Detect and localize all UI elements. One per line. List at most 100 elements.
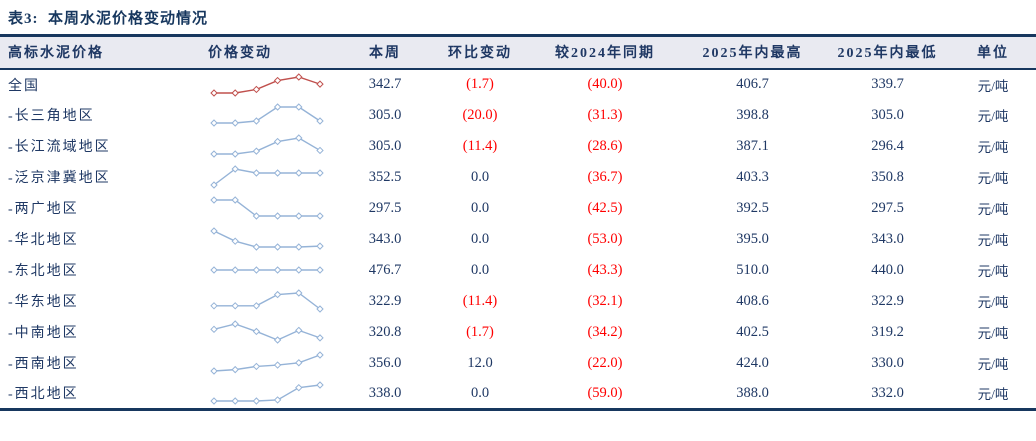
yoy-change-value: (36.7) [587, 168, 623, 185]
sparkline-cell [200, 348, 340, 379]
sparkline-marker-diamond [273, 212, 282, 220]
col-header-wow-change: 环比变动 [430, 35, 530, 70]
wow-change-value: (1.7) [466, 76, 494, 92]
yoy-change-value: (34.2) [587, 323, 623, 340]
sparkline-marker-diamond [316, 79, 324, 88]
sparkline-marker-diamond [316, 381, 324, 389]
year-low-value: 440.0 [871, 261, 904, 278]
year-high-value: 398.8 [736, 106, 769, 123]
year-low-value: 332.0 [871, 384, 904, 401]
yoy-change-value: (59.0) [587, 384, 623, 401]
yoy-change-value: (32.1) [587, 292, 623, 309]
sparkline-marker-diamond [273, 103, 282, 111]
sparkline-marker-diamond [273, 266, 282, 274]
sparkline-marker-diamond [273, 137, 282, 146]
sparkline-marker-diamond [252, 169, 261, 177]
sparkline-cell [200, 286, 340, 317]
this-week-value: 356.0 [368, 354, 402, 371]
sparkline-marker-diamond [316, 212, 324, 220]
col-header-unit: 单位 [950, 35, 1036, 70]
region-label: -西南地区 [8, 357, 79, 372]
sparkline-marker-diamond [316, 117, 324, 125]
sparkline-marker-diamond [316, 146, 324, 155]
price-sparkline [210, 196, 324, 220]
sparkline-marker-diamond [231, 365, 239, 374]
region-label: -华北地区 [8, 233, 79, 248]
sparkline-marker-diamond [252, 397, 261, 405]
sparkline-cell [200, 162, 340, 193]
sparkline-marker-diamond [210, 397, 218, 405]
year-high-value: 424.0 [736, 354, 769, 371]
col-header-price-change: 价格变动 [200, 35, 340, 70]
wow-change-value: 12.0 [467, 354, 493, 371]
price-sparkline [210, 72, 324, 97]
sparkline-marker-diamond [252, 117, 261, 125]
sparkline-marker-diamond [231, 320, 239, 328]
sparkline-marker-diamond [231, 119, 239, 127]
table-row: -泛京津冀地区 352.5 0.0 (36.7) 403.3 350.8 元/吨 [0, 162, 1036, 193]
sparkline-marker-diamond [295, 103, 303, 111]
unit-label: 元/吨 [977, 78, 1009, 94]
price-sparkline [210, 165, 324, 189]
table-row: -西北地区 338.0 0.0 (59.0) 388.0 332.0 元/吨 [0, 379, 1036, 410]
year-high-value: 392.5 [736, 199, 769, 216]
sparkline-marker-diamond [231, 266, 239, 274]
wow-change-value: (1.7) [466, 323, 494, 340]
region-label: -中南地区 [8, 326, 79, 341]
wow-change-value: 0.0 [470, 261, 490, 278]
this-week-value: 320.8 [368, 323, 402, 340]
year-high-value: 406.7 [736, 76, 769, 92]
table-row: 全国 342.7 (1.7) (40.0) 406.7 339.7 元/吨 [0, 69, 1036, 100]
region-label: -长三角地区 [8, 109, 95, 124]
sparkline-marker-diamond [295, 72, 303, 81]
unit-label: 元/吨 [977, 295, 1009, 310]
wow-change-value: 0.0 [470, 199, 490, 216]
unit-label: 元/吨 [977, 387, 1009, 403]
yoy-change-value: (42.5) [587, 199, 623, 216]
sparkline-marker-diamond [252, 362, 261, 371]
sparkline-marker-diamond [231, 397, 239, 405]
this-week-value: 305.0 [368, 106, 402, 123]
sparkline-marker-diamond [210, 150, 218, 158]
unit-label: 元/吨 [977, 202, 1009, 217]
sparkline-marker-diamond [210, 367, 218, 375]
table-row: -中南地区 320.8 (1.7) (34.2) 402.5 319.2 元/吨 [0, 317, 1036, 348]
this-week-value: 338.0 [368, 384, 402, 401]
sparkline-marker-diamond [295, 289, 303, 297]
year-low-value: 339.7 [871, 76, 904, 92]
year-high-value: 408.6 [736, 292, 769, 309]
year-high-value: 510.0 [736, 261, 769, 278]
unit-label: 元/吨 [977, 233, 1009, 248]
yoy-change-value: (22.0) [587, 354, 623, 371]
col-header-2025-high: 2025年内最高 [680, 35, 825, 70]
sparkline-marker-diamond [316, 169, 324, 177]
wow-change-value: (11.4) [462, 292, 498, 309]
sparkline-marker-diamond [210, 196, 218, 204]
sparkline-marker-diamond [316, 242, 324, 250]
sparkline-marker-diamond [210, 266, 218, 274]
year-low-value: 305.0 [871, 106, 904, 123]
sparkline-marker-diamond [273, 290, 282, 299]
sparkline-cell [200, 317, 340, 348]
unit-label: 元/吨 [977, 140, 1009, 155]
sparkline-marker-diamond [316, 351, 324, 359]
this-week-value: 305.0 [368, 137, 402, 154]
yoy-change-value: (28.6) [587, 137, 623, 154]
sparkline-marker-diamond [210, 325, 218, 334]
sparkline-marker-diamond [273, 396, 282, 404]
sparkline-cell [200, 193, 340, 224]
sparkline-marker-diamond [252, 266, 261, 274]
unit-label: 元/吨 [977, 357, 1009, 372]
yoy-change-value: (31.3) [587, 106, 623, 123]
sparkline-marker-diamond [231, 88, 239, 97]
table-row: -华北地区 343.0 0.0 (53.0) 395.0 343.0 元/吨 [0, 224, 1036, 255]
cement-price-table: 高标水泥价格 价格变动 本周 环比变动 较2024年同期 2025年内最高 20… [0, 34, 1036, 411]
table-row: -长三角地区 305.0 (20.0) (31.3) 398.8 305.0 元/吨 [0, 100, 1036, 131]
year-low-value: 322.9 [871, 292, 904, 309]
sparkline-cell [200, 69, 340, 100]
table-row: -两广地区 297.5 0.0 (42.5) 392.5 297.5 元/吨 [0, 193, 1036, 224]
table-row: -西南地区 356.0 12.0 (22.0) 424.0 330.0 元/吨 [0, 348, 1036, 379]
sparkline-marker-diamond [273, 169, 282, 177]
sparkline-marker-diamond [295, 359, 303, 367]
sparkline-marker-diamond [252, 85, 261, 93]
